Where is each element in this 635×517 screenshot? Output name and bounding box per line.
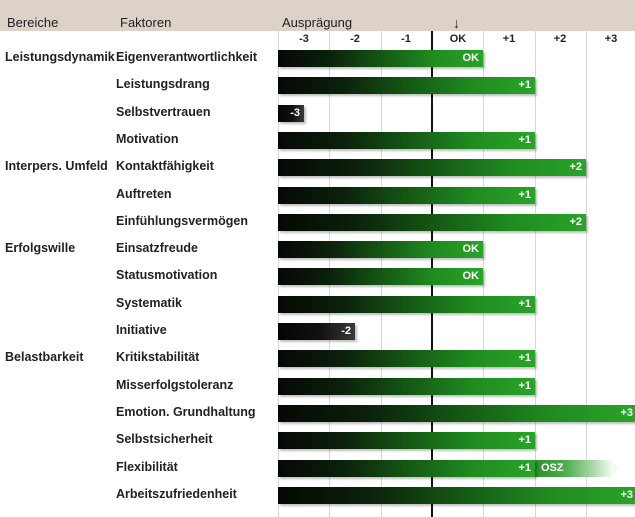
factor-bar: +1 xyxy=(278,77,535,94)
factor-bar: -3 xyxy=(278,105,304,122)
factor-label: Eigenverantwortlichkeit xyxy=(116,50,258,64)
bar-value-label: OK xyxy=(462,52,480,64)
bar-value-label: +1 xyxy=(518,434,531,446)
factor-label: Auftreten xyxy=(116,187,172,201)
bar-value-label: +1 xyxy=(518,462,531,474)
factor-label: Emotion. Grundhaltung xyxy=(116,405,256,419)
factor-bar: +1 xyxy=(278,378,535,395)
factor-label: Einfühlungsvermögen xyxy=(116,214,248,228)
factor-bar: +2 xyxy=(278,214,586,231)
bar-value-label: OK xyxy=(462,270,480,282)
column-header-bereiche: Bereiche xyxy=(7,15,59,30)
factor-bar: +1 xyxy=(278,187,535,204)
factor-label: Selbstsicherheit xyxy=(116,432,213,446)
factor-bar: OK xyxy=(278,241,483,258)
column-header-faktoren: Faktoren xyxy=(120,15,172,30)
factor-label: Kontaktfähigkeit xyxy=(116,159,214,173)
tick-label: +2 xyxy=(553,33,567,45)
bar-value-label: +1 xyxy=(518,352,531,364)
osz-label: OSZ xyxy=(541,462,564,474)
tick-label: +1 xyxy=(502,33,516,45)
tick-label: +3 xyxy=(604,33,618,45)
bar-value-label: OK xyxy=(462,243,480,255)
bar-value-label: -3 xyxy=(290,107,300,119)
factor-bar: +1 xyxy=(278,432,535,449)
factor-bar: +1 xyxy=(278,460,535,477)
bar-value-label: +1 xyxy=(518,189,531,201)
grid-line xyxy=(586,31,587,517)
group-label: Belastbarkeit xyxy=(5,350,84,364)
tick-label: -2 xyxy=(350,33,360,45)
group-label: Interpers. Umfeld xyxy=(5,159,108,173)
column-header-auspraegung: Ausprägung xyxy=(282,15,353,30)
bar-value-label: +1 xyxy=(518,380,531,392)
bar-value-label: +1 xyxy=(518,298,531,310)
factor-label: Einsatzfreude xyxy=(116,241,198,255)
bar-value-label: +1 xyxy=(518,79,531,91)
osz-arrow-icon xyxy=(611,460,620,476)
factor-bar: +3 xyxy=(278,405,635,422)
tick-label: -1 xyxy=(401,33,411,45)
factor-label: Kritikstabilität xyxy=(116,350,200,364)
group-label: Erfolgswille xyxy=(5,241,76,255)
factor-bar: OK xyxy=(278,268,483,285)
group-label: Leistungsdynamik xyxy=(5,50,115,64)
factor-label: Arbeitszufriedenheit xyxy=(116,487,237,501)
factor-label: Motivation xyxy=(116,132,179,146)
factor-bar: +3 xyxy=(278,487,635,504)
factor-label: Misserfolgstoleranz xyxy=(116,378,234,392)
factor-label: Leistungsdrang xyxy=(116,77,210,91)
grid-line xyxy=(483,31,484,517)
bar-value-label: +2 xyxy=(569,216,582,228)
bar-value-label: +3 xyxy=(620,489,633,501)
bar-value-label: -2 xyxy=(341,325,351,337)
osz-extension-bar xyxy=(535,460,612,477)
factor-bar: +2 xyxy=(278,159,586,176)
factor-bar: +1 xyxy=(278,350,535,367)
factor-bar: OK xyxy=(278,50,483,67)
factor-bar: +1 xyxy=(278,296,535,313)
factor-bar: +1 xyxy=(278,132,535,149)
factor-label: Systematik xyxy=(116,296,183,310)
table-header: Bereiche Faktoren Ausprägung ↓ xyxy=(0,0,635,31)
tick-label: OK xyxy=(449,33,467,45)
grid-line xyxy=(535,31,536,517)
factor-bar: -2 xyxy=(278,323,355,340)
down-arrow-icon: ↓ xyxy=(453,15,460,31)
factor-label: Statusmotivation xyxy=(116,268,218,282)
factor-label: Selbstvertrauen xyxy=(116,105,211,119)
bar-value-label: +2 xyxy=(569,161,582,173)
factor-label: Initiative xyxy=(116,323,167,337)
bar-value-label: +1 xyxy=(518,134,531,146)
factor-label: Flexibilität xyxy=(116,460,178,474)
bar-value-label: +3 xyxy=(620,407,633,419)
tick-label: -3 xyxy=(299,33,309,45)
